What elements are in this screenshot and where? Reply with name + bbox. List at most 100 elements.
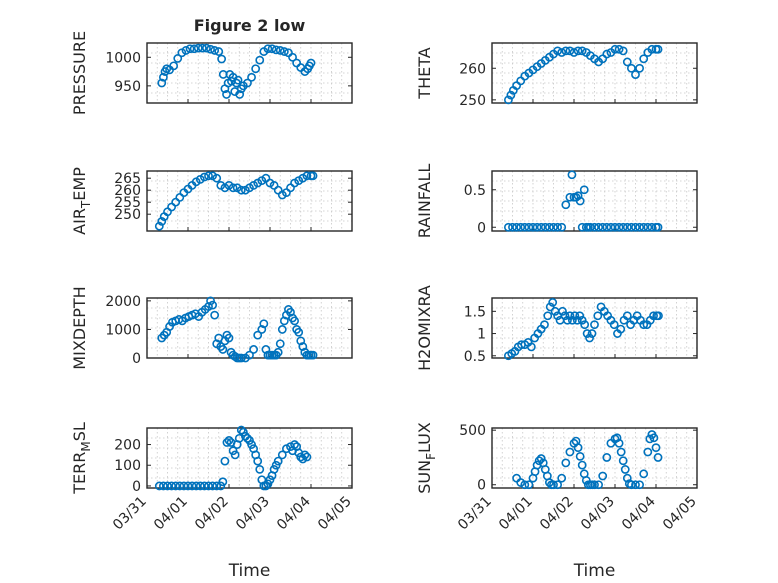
mixdepth-point: [206, 296, 215, 306]
h2omixra-point: [558, 306, 567, 316]
terr_msl-point: [269, 464, 279, 474]
terr_msl-xtick-label: 04/04: [274, 493, 314, 533]
theta-point: [503, 95, 513, 105]
rainfall-point: [573, 191, 583, 201]
terr_msl-point: [265, 475, 275, 485]
air_temp-point: [302, 171, 312, 181]
air_temp-point: [167, 202, 176, 212]
rainfall-point: [503, 222, 513, 232]
pressure-ytick-label: 950: [114, 79, 141, 95]
h2omixra-point: [649, 311, 658, 321]
mixdepth-point: [204, 302, 213, 311]
terr_msl-point: [245, 436, 254, 445]
sun_flux-point: [524, 480, 534, 490]
rainfall-point: [508, 222, 517, 232]
sun_flux-point: [639, 469, 649, 479]
theta-point: [565, 46, 575, 56]
terr_msl-xtick-label: 04/02: [192, 494, 232, 534]
sun_flux-xtick-label: 04/02: [537, 494, 577, 534]
pressure-point: [197, 43, 207, 53]
rainfall-ytick-label: 0.5: [464, 183, 486, 199]
pressure-point: [271, 45, 281, 55]
mixdepth-point: [290, 316, 299, 326]
theta-point: [506, 90, 516, 100]
sun_flux-point: [575, 451, 585, 461]
h2omixra-point: [565, 311, 575, 321]
h2omixra-point: [585, 333, 594, 343]
h2omixra-ytick-label: 0.5: [464, 349, 486, 365]
sun_flux-point: [618, 456, 628, 466]
terr_msl-xtick-label: 04/05: [315, 494, 355, 534]
theta-ytick-label: 250: [459, 93, 486, 109]
h2omixra-point: [582, 329, 592, 338]
h2omixra-point: [577, 315, 587, 325]
rainfall-point: [532, 222, 542, 232]
sun_flux-point: [520, 480, 530, 490]
h2omixra-point: [560, 311, 570, 321]
mixdepth-point: [277, 325, 287, 334]
rainfall-point: [635, 222, 644, 232]
h2omixra-point: [526, 342, 536, 352]
air_temp-point: [204, 171, 213, 181]
theta-point: [653, 44, 663, 54]
rainfall-point: [598, 222, 608, 232]
sun_flux-xtick-label: 04/05: [660, 494, 700, 534]
h2omixra-ytick-label: 1: [477, 327, 486, 343]
rainfall-point: [516, 222, 526, 232]
theta-point: [573, 46, 583, 56]
terr_msl-point: [273, 456, 283, 466]
rainfall-point: [614, 222, 624, 232]
terr_msl-point: [158, 481, 168, 491]
pressure-point: [267, 44, 277, 54]
rainfall-point: [606, 222, 616, 232]
pressure-point: [214, 47, 224, 56]
sun_flux-point: [649, 433, 659, 443]
terr_msl-point: [224, 436, 234, 445]
mixdepth-point: [286, 307, 295, 317]
mixdepth-point: [308, 350, 318, 360]
h2omixra-point: [609, 320, 619, 330]
terr_msl-xlabel: Time: [228, 561, 271, 581]
theta-point: [569, 48, 579, 57]
theta-point: [618, 46, 628, 56]
sun_flux-point: [612, 433, 622, 443]
sun_flux-point: [606, 438, 616, 448]
pressure-point: [185, 44, 195, 54]
sun_flux-point: [627, 480, 636, 490]
theta-point: [647, 44, 657, 54]
mixdepth-point: [218, 345, 228, 354]
terr_msl-ytick-label: 100: [114, 458, 141, 474]
pressure-point: [251, 64, 261, 74]
sun_flux-point: [573, 443, 583, 453]
mixdepth-point: [273, 347, 283, 357]
rainfall-point: [565, 192, 575, 202]
rainfall-point: [610, 222, 620, 232]
mixdepth-ytick-label: 1000: [105, 322, 141, 338]
pressure-point: [255, 55, 265, 65]
mixdepth-point: [298, 342, 308, 351]
h2omixra-point: [543, 311, 553, 321]
terr_msl-point: [228, 446, 238, 456]
h2omixra-point: [540, 320, 549, 330]
sun_flux-xtick-label: 04/03: [578, 494, 618, 534]
air_temp-point: [199, 172, 209, 182]
pressure-ylabel: PRESSURE: [70, 31, 89, 115]
pressure-point: [288, 52, 297, 62]
mixdepth-point: [208, 300, 217, 310]
mixdepth-ytick-label: 0: [132, 351, 141, 367]
sun_flux-ylabel: SUNFLUX: [415, 422, 438, 494]
sun_flux-xtick-label: 03/31: [455, 494, 495, 534]
h2omixra-point: [616, 324, 626, 334]
rainfall-point: [553, 222, 562, 232]
sun_flux-point: [645, 434, 655, 444]
rainfall-point: [520, 222, 530, 232]
h2omixra-point: [639, 320, 649, 330]
air_temp-point: [236, 185, 246, 195]
sun_flux-point: [557, 473, 567, 483]
theta-point: [631, 70, 640, 79]
terr_msl-point: [167, 481, 176, 491]
sun_flux-point: [536, 454, 546, 463]
terr_msl-point: [212, 481, 222, 491]
terr_msl-point: [208, 481, 217, 491]
h2omixra-point: [590, 320, 599, 330]
